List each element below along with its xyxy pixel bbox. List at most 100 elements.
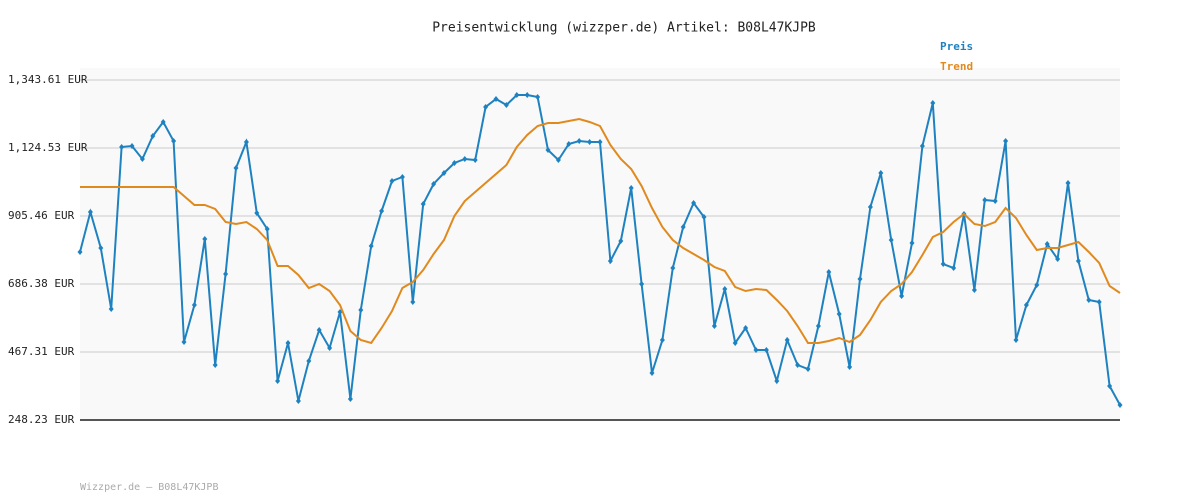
point xyxy=(285,340,291,347)
point xyxy=(275,377,281,384)
point xyxy=(597,138,603,145)
y-tick-label: 1,343.61 EUR xyxy=(8,73,88,86)
point xyxy=(1065,180,1071,187)
legend-label: Preis xyxy=(940,40,973,53)
y-tick-label: 686.38 EUR xyxy=(8,277,75,290)
point xyxy=(503,101,509,108)
point xyxy=(982,197,988,204)
y-tick-label: 248.23 EUR xyxy=(8,413,75,426)
y-tick-label: 467.31 EUR xyxy=(8,345,75,358)
point xyxy=(379,207,385,214)
point xyxy=(316,326,322,333)
point xyxy=(462,155,468,162)
point xyxy=(774,377,780,384)
point xyxy=(295,398,301,405)
point xyxy=(420,201,426,208)
point xyxy=(795,362,801,369)
point xyxy=(87,209,93,216)
chart-title: Preisentwicklung (wizzper.de) Artikel: B… xyxy=(432,21,816,36)
point xyxy=(441,169,447,176)
point xyxy=(483,104,489,111)
point xyxy=(181,339,187,346)
point xyxy=(639,280,645,287)
point xyxy=(753,347,759,354)
point xyxy=(878,169,884,176)
point xyxy=(659,336,665,343)
point xyxy=(555,156,561,163)
point xyxy=(535,94,541,101)
point xyxy=(847,363,853,370)
point xyxy=(129,143,135,150)
point xyxy=(451,160,457,167)
point xyxy=(1107,383,1113,390)
point xyxy=(264,225,270,232)
point xyxy=(1044,241,1050,248)
point xyxy=(233,164,239,171)
point xyxy=(243,138,249,145)
point xyxy=(1096,298,1102,305)
point xyxy=(327,344,333,351)
point xyxy=(815,322,821,329)
point xyxy=(410,298,416,305)
point xyxy=(919,143,925,150)
legend-label: Trend xyxy=(940,60,973,73)
point xyxy=(701,214,707,221)
point xyxy=(940,261,946,268)
point xyxy=(1003,137,1009,144)
point xyxy=(212,362,218,369)
point xyxy=(493,95,499,102)
point xyxy=(139,155,145,162)
point xyxy=(951,265,957,272)
point xyxy=(649,370,655,377)
point xyxy=(732,340,738,347)
point xyxy=(607,257,613,264)
point xyxy=(992,197,998,204)
plot-area xyxy=(80,68,1120,420)
point xyxy=(98,244,104,251)
point xyxy=(722,285,728,292)
point xyxy=(826,269,832,276)
point xyxy=(930,100,936,107)
point xyxy=(576,137,582,144)
point xyxy=(899,293,905,300)
point xyxy=(1034,282,1040,289)
point xyxy=(358,307,364,314)
point xyxy=(545,146,551,153)
point xyxy=(711,322,717,329)
point xyxy=(867,204,873,211)
point xyxy=(399,174,405,181)
point xyxy=(119,144,125,151)
point xyxy=(191,302,197,309)
point xyxy=(566,141,572,148)
point xyxy=(1023,302,1029,309)
point xyxy=(524,91,530,98)
point xyxy=(1013,336,1019,343)
point xyxy=(909,239,915,246)
point xyxy=(587,138,593,145)
point xyxy=(306,358,312,365)
y-tick-label: 1,124.53 EUR xyxy=(8,141,88,154)
point xyxy=(691,200,697,207)
point xyxy=(971,287,977,294)
footer: Wizzper.de – B08L47KJPB xyxy=(80,482,218,493)
point xyxy=(171,137,177,144)
point xyxy=(347,395,353,402)
point xyxy=(223,270,229,277)
point xyxy=(1117,402,1123,409)
point xyxy=(389,178,395,185)
point xyxy=(743,325,749,332)
point xyxy=(1086,297,1092,304)
point xyxy=(160,118,166,125)
point xyxy=(857,275,863,282)
point xyxy=(514,91,520,98)
point xyxy=(618,238,624,245)
point xyxy=(670,265,676,272)
point xyxy=(1055,256,1061,263)
point xyxy=(202,235,208,242)
point xyxy=(680,224,686,231)
point xyxy=(888,237,894,244)
point xyxy=(77,248,83,255)
point xyxy=(805,366,811,373)
point xyxy=(784,336,790,343)
